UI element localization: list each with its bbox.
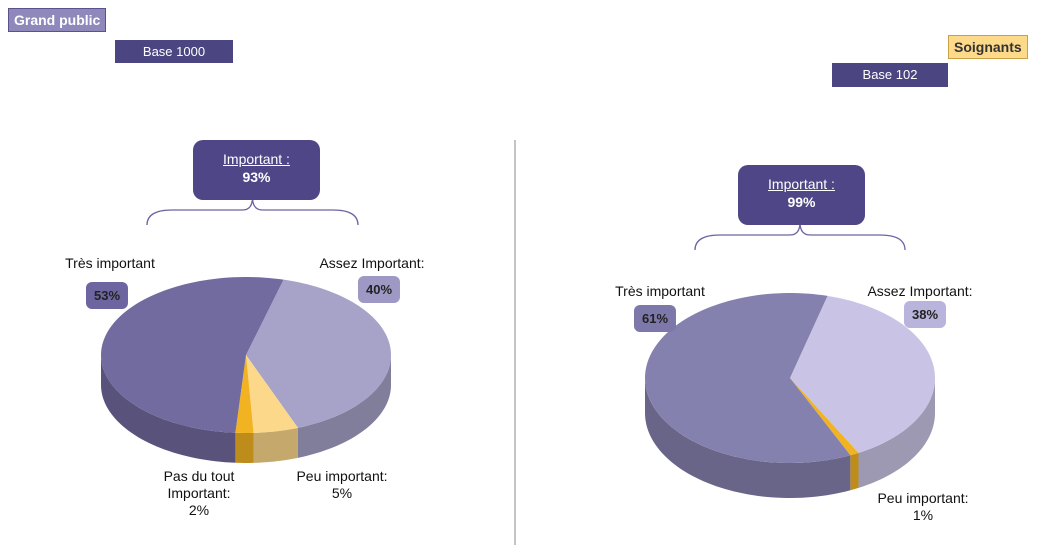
category-label: Assez Important: <box>867 283 973 299</box>
pie-side <box>101 355 236 463</box>
slice-label: Assez Important: <box>297 255 447 272</box>
category-label: Peu important: <box>877 490 969 506</box>
callout-label: Important : <box>223 151 290 167</box>
pie-slice <box>645 293 851 463</box>
pie-slice <box>246 279 391 428</box>
callout-value: 99% <box>787 194 816 210</box>
pie-side <box>297 355 391 458</box>
slice-label: Pas du tout Important: 2% <box>154 468 244 519</box>
category-label: Pas du tout Important: <box>163 468 235 501</box>
value-bubble: 40% <box>357 276 401 303</box>
category-label: Très important <box>65 255 155 271</box>
brace <box>146 196 359 226</box>
pie-slice <box>246 355 298 433</box>
category-label: Très important <box>615 283 705 299</box>
category-label: Assez Important: <box>319 255 425 271</box>
slice-label: Très important <box>45 255 175 272</box>
pie-slice <box>790 295 935 453</box>
panel-title: Soignants <box>948 35 1028 59</box>
pie-slice <box>235 355 254 433</box>
pie-side <box>253 427 298 463</box>
callout-label: Important : <box>768 176 835 192</box>
value-label: 1% <box>912 507 934 523</box>
value-label: 5% <box>331 485 353 501</box>
pie-side <box>858 378 935 488</box>
value-bubble: 61% <box>633 305 677 332</box>
pie-side <box>235 432 254 463</box>
slice-label: Peu important: 5% <box>282 468 402 502</box>
value-bubble: 38% <box>903 301 947 328</box>
pie-slice <box>101 277 284 433</box>
brace <box>694 221 906 251</box>
panel-subtitle: Base 1000 <box>115 40 233 63</box>
pie-side <box>645 378 851 498</box>
slice-label: Assez Important: <box>845 283 995 300</box>
callout: Important : 99% <box>738 165 865 225</box>
panel-title: Grand public <box>8 8 107 32</box>
callout: Important : 93% <box>193 140 320 200</box>
pie-slice <box>790 378 859 456</box>
slice-label: Très important <box>595 283 725 300</box>
value-label: 2% <box>188 502 210 518</box>
value-bubble: 53% <box>85 282 129 309</box>
slice-label: Peu important: 1% <box>863 490 983 524</box>
pie-side <box>850 452 859 491</box>
callout-value: 93% <box>242 169 271 185</box>
category-label: Peu important: <box>296 468 388 484</box>
panel-subtitle: Base 102 <box>832 63 948 87</box>
